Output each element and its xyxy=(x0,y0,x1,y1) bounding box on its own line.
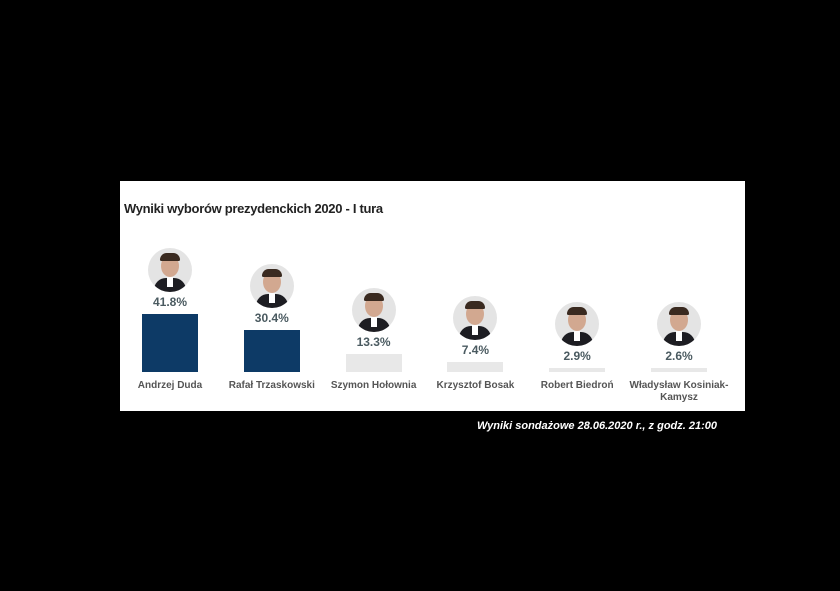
candidate-photo-icon xyxy=(148,247,192,292)
bar-4 xyxy=(549,367,606,372)
bar-0 xyxy=(142,313,198,372)
candidate-photo-icon xyxy=(555,301,600,346)
candidate-photo-icon xyxy=(351,287,396,332)
value-label: 30.4% xyxy=(254,310,289,325)
value-label: 2.9% xyxy=(563,348,591,363)
candidate-name: Andrzej Duda xyxy=(137,380,203,391)
value-label: 41.8% xyxy=(152,294,188,309)
bar-1 xyxy=(243,329,300,372)
value-label: 13.3% xyxy=(356,334,391,349)
candidate-name: Władysław Kosiniak-Kamysz xyxy=(629,380,729,403)
bar-2 xyxy=(345,353,402,372)
value-label: 2.6% xyxy=(665,349,693,363)
poll-caption: Wyniki sondażowe 28.06.2020 r., z godz. … xyxy=(476,420,717,432)
candidate-name: Robert Biedroń xyxy=(540,380,614,391)
bar-3 xyxy=(447,361,504,372)
candidate-photo-icon xyxy=(453,295,498,340)
candidate-name: Krzysztof Bosak xyxy=(436,380,515,391)
candidate-photo-icon xyxy=(249,263,294,308)
candidate-photo-icon xyxy=(657,302,701,346)
value-label: 7.4% xyxy=(461,342,490,357)
candidate-name: Rafał Trzaskowski xyxy=(228,380,315,391)
bar-5 xyxy=(651,368,707,372)
chart-title: Wyniki wyborów prezydenckich 2020 - I tu… xyxy=(124,201,383,216)
chart-card: Wyniki wyborów prezydenckich 2020 - I tu… xyxy=(120,181,745,411)
candidate-name: Szymon Hołownia xyxy=(330,380,417,391)
